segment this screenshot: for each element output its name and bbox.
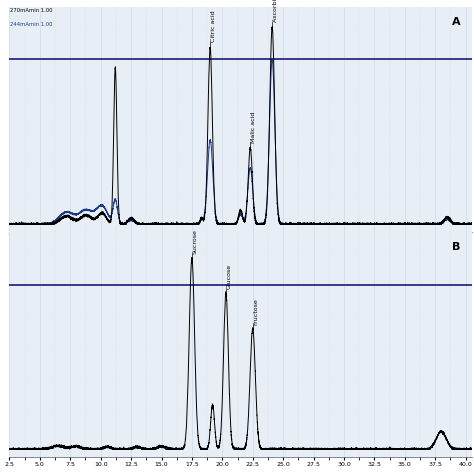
Text: Glucose: Glucose [227,264,232,289]
Text: Ascorbic acid: Ascorbic acid [273,0,278,22]
Text: 244mAmin 1.00: 244mAmin 1.00 [10,22,53,27]
Text: B: B [452,242,460,252]
Text: A: A [451,17,460,27]
Text: Malic acid: Malic acid [251,111,256,143]
Text: 270mAmin 1.00: 270mAmin 1.00 [10,8,53,13]
Text: Sucrose: Sucrose [193,229,198,255]
Text: Citric acid: Citric acid [211,10,216,42]
Text: Fructose: Fructose [254,298,259,325]
